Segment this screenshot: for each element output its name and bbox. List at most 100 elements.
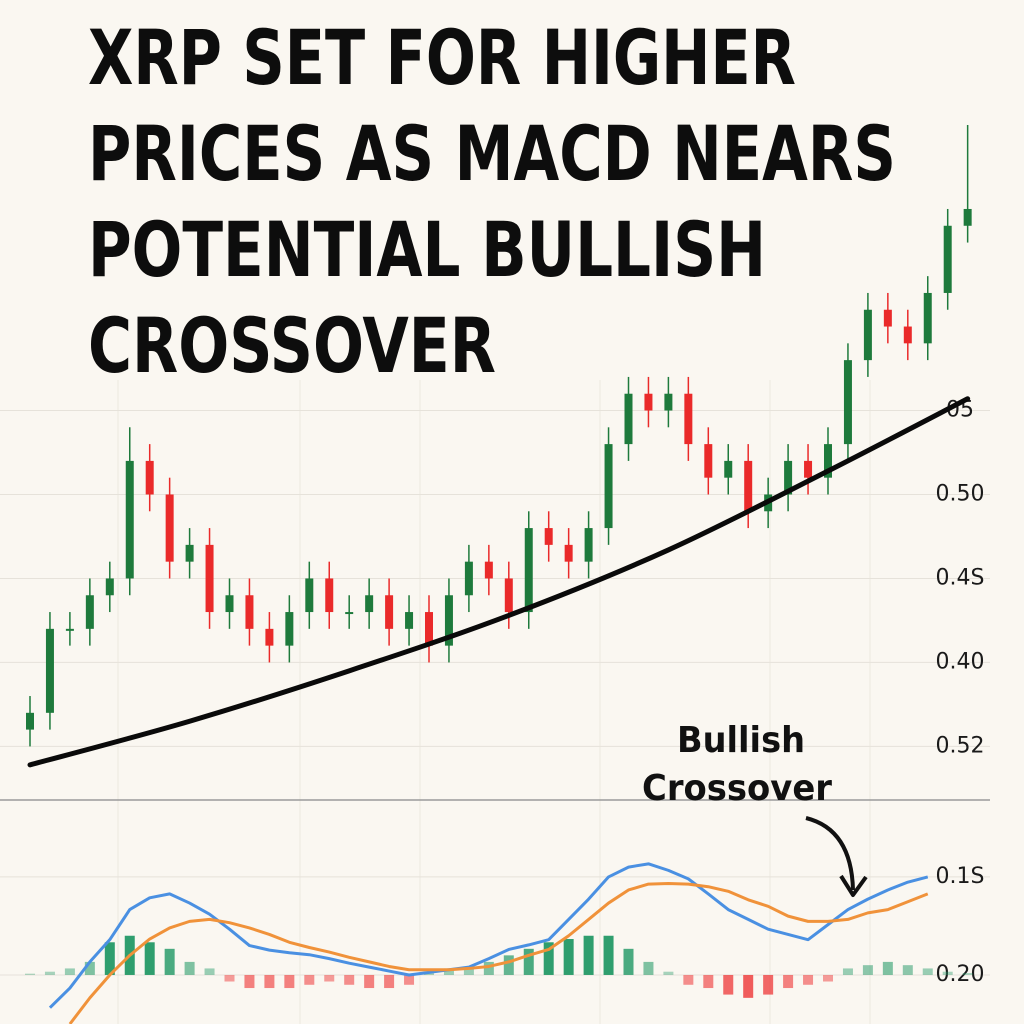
candle-body [105,578,114,596]
histogram-bar [84,961,95,975]
candle-body [26,712,34,730]
histogram-bar [823,974,833,982]
y-tick-label: 0.4S [936,565,985,590]
histogram-bar [104,942,115,975]
histogram-bar [364,974,375,989]
title-line: PRICES AS MACD NEARS [88,109,896,198]
candle-body [365,595,374,613]
y-tick-label: 0.20 [936,962,985,987]
histogram-bar [783,974,794,989]
candle-body [804,460,813,478]
histogram-bar [543,942,554,975]
histogram-bar [922,968,933,975]
histogram-bar [224,974,235,982]
candle-body [963,208,972,226]
candle-body [824,444,832,478]
y-tick-label: 0.40 [936,649,985,674]
candle-body [664,393,673,411]
candle-body [165,494,174,562]
histogram-bar [184,961,195,975]
vertical-grid [117,380,871,1024]
annotation: Bullish [677,720,805,761]
candle-body [245,595,254,629]
candle-body [265,628,274,646]
histogram-bar [304,974,315,985]
histogram-bar [663,971,674,975]
histogram-bar [763,974,774,995]
histogram-bar [942,971,953,975]
histogram-bar [882,961,893,975]
candle-body [385,595,394,629]
candle-body [923,292,932,344]
histogram-bar [463,968,474,975]
candle-body [784,460,793,495]
histogram-bar [44,971,55,975]
histogram-bar [25,973,35,975]
histogram-bar [483,961,494,975]
histogram-bar [443,968,454,975]
candle-body [943,225,952,293]
histogram-bar [862,965,873,975]
candle-body [425,612,433,646]
candle-body [65,628,74,631]
title-line: POTENTIAL BULLISH [88,205,766,294]
candle-body [544,528,553,545]
histogram-bar [603,935,614,975]
candle-body [524,528,533,613]
candle-body [405,612,414,629]
y-tick-label: 0.50 [936,481,985,506]
candle-body [464,561,473,596]
histogram-bar [703,974,714,989]
annotation: Crossover [642,768,832,809]
candle-body [85,595,94,629]
candle-body [305,578,314,613]
histogram-bar [623,948,634,975]
annotation-arrow [805,816,855,891]
candle-body [684,393,693,445]
candle-body [624,393,633,445]
candle-body [345,612,354,615]
candle-body [883,309,892,327]
candle-body [903,326,912,344]
histogram-bar [962,973,973,975]
histogram-bar [164,948,175,975]
candle-body [644,393,653,411]
candle-body [125,460,134,579]
y-tick-label: 0.1S [936,864,985,889]
macd-line [68,881,929,1024]
histogram-bar [643,961,654,975]
candle-body [185,544,194,562]
histogram-bar [842,968,853,975]
histogram-bar [384,974,395,989]
histogram-bar [324,974,335,982]
histogram-bar [563,939,574,975]
candle-body [484,561,493,579]
candle-body [564,544,573,562]
candle-body [704,444,713,478]
y-tick-label: 0.52 [936,733,985,758]
histogram-bar [723,974,734,995]
histogram-bar [264,974,275,989]
histogram-bar [204,968,215,975]
histogram-bar [583,935,594,975]
macd-line [48,862,929,1009]
histogram-bar [523,948,534,975]
annotation-arrowhead [839,874,868,897]
candle-body [584,528,593,562]
histogram-bar [144,942,155,975]
histogram-bar [64,968,75,975]
histogram-bar [503,955,514,975]
candle-body [285,612,294,646]
candle-body [225,595,234,613]
candle-body [145,460,154,495]
histogram-bar [244,974,255,989]
histogram-bar [284,974,295,989]
candle-body [504,578,513,613]
candle-body [604,444,613,529]
candle-body [724,460,733,478]
trend-line [27,396,971,768]
candle-body [843,360,852,445]
histogram-bar [743,974,754,998]
